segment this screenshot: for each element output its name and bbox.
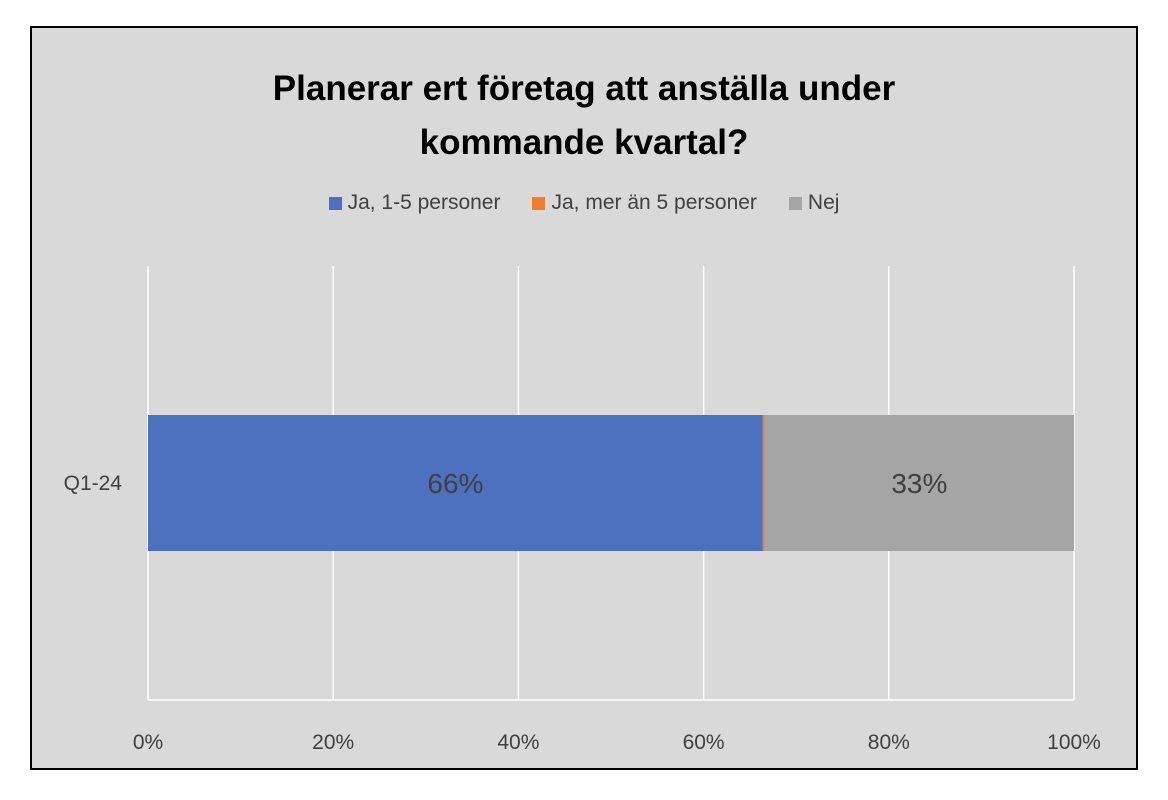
chart-frame: Planerar ert företag att anställa under …	[30, 26, 1138, 770]
plot-area: 0% 20% 40% 60% 80% 100% Q1-24 66% 33%	[64, 266, 1101, 754]
x-tick-label-80: 80%	[868, 731, 910, 754]
x-tick-label-100: 100%	[1047, 731, 1101, 754]
bar-1-0	[762, 415, 765, 551]
legend-swatch-ja-1-5	[328, 196, 342, 210]
data-label-2-0: 33%	[891, 468, 947, 499]
legend-label-nej: Nej	[807, 191, 840, 214]
legend-swatch-nej	[788, 196, 802, 210]
legend-item-ja-mer-an-5: Ja, mer än 5 personer	[532, 191, 757, 215]
chart-title: Planerar ert företag att anställa under …	[32, 62, 1136, 170]
legend-label-ja-mer-an-5: Ja, mer än 5 personer	[551, 191, 757, 214]
legend: Ja, 1-5 personer Ja, mer än 5 personer N…	[32, 191, 1136, 215]
legend-swatch-ja-mer-an-5	[532, 196, 546, 210]
legend-item-nej: Nej	[788, 191, 840, 215]
bar-2-0	[764, 415, 1074, 551]
x-tick-label-0: 0%	[133, 731, 163, 754]
y-tick-label-0: Q1-24	[64, 472, 123, 495]
x-tick-label-40: 40%	[497, 731, 539, 754]
chart-title-line-2: kommande kvartal?	[419, 123, 749, 162]
chart-title-line-1: Planerar ert företag att anställa under	[272, 69, 896, 108]
data-label-0-0: 66%	[427, 468, 483, 499]
x-tick-label-20: 20%	[312, 731, 354, 754]
bar-0-0	[148, 415, 763, 551]
legend-item-ja-1-5: Ja, 1-5 personer	[328, 191, 501, 215]
legend-label-ja-1-5: Ja, 1-5 personer	[347, 191, 501, 214]
x-tick-label-60: 60%	[683, 731, 725, 754]
